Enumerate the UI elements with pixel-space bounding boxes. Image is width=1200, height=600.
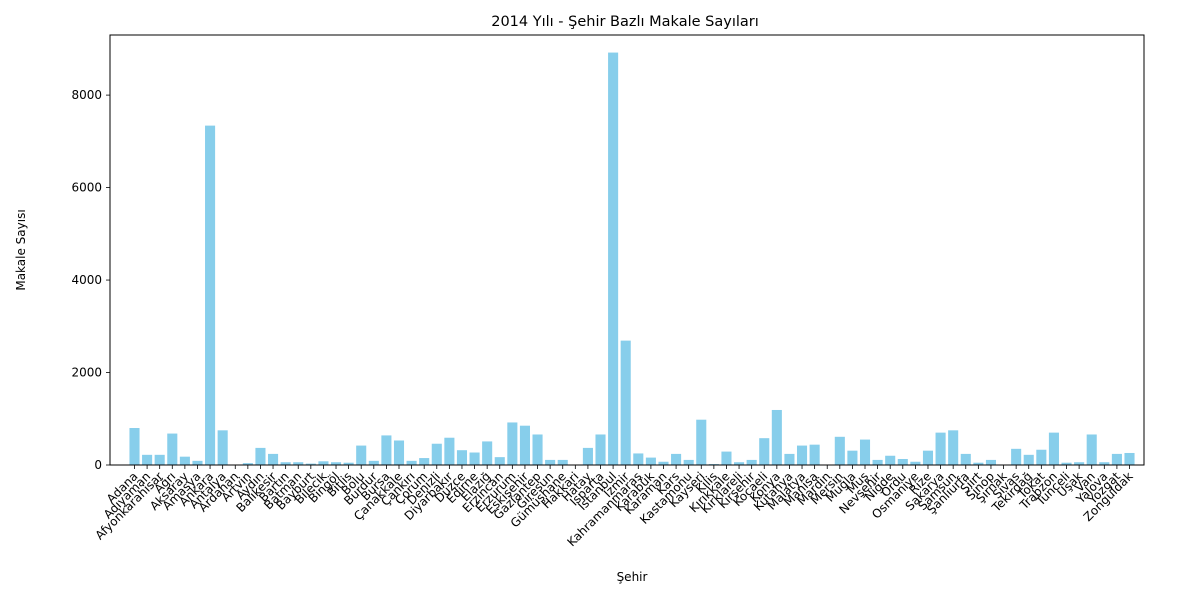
bar-42 xyxy=(658,461,669,465)
plot-frame xyxy=(109,34,1145,466)
bar-75 xyxy=(1074,462,1085,465)
bar-3 xyxy=(167,433,178,465)
bar-56 xyxy=(834,436,845,465)
bar-31 xyxy=(519,425,530,465)
y-tick-label: 0 xyxy=(94,458,102,472)
bar-44 xyxy=(683,459,694,465)
bar-64 xyxy=(935,432,946,465)
bar-76 xyxy=(1086,434,1097,465)
bar-74 xyxy=(1061,462,1072,465)
bar-27 xyxy=(469,452,480,465)
bar-70 xyxy=(1011,448,1022,465)
bar-29 xyxy=(494,457,505,465)
bar-40 xyxy=(633,453,644,465)
y-axis-label: Makale Sayısı xyxy=(14,209,28,290)
bar-7 xyxy=(217,430,228,465)
bar-71 xyxy=(1023,454,1034,465)
bar-66 xyxy=(960,453,971,465)
bar-12 xyxy=(280,462,291,465)
bar-37 xyxy=(595,434,606,465)
bar-21 xyxy=(393,440,405,465)
bar-48 xyxy=(734,462,745,465)
bar-6 xyxy=(205,125,216,466)
bar-2 xyxy=(154,454,165,465)
y-tick-label: 6000 xyxy=(71,181,102,195)
bar-25 xyxy=(444,437,455,465)
bar-0 xyxy=(129,428,140,465)
bar-17 xyxy=(343,462,354,465)
bar-43 xyxy=(671,453,682,465)
bar-62 xyxy=(910,461,921,465)
bar-73 xyxy=(1048,432,1059,465)
bar-63 xyxy=(922,450,934,465)
bar-54 xyxy=(809,444,820,465)
bar-78 xyxy=(1111,453,1122,465)
bar-24 xyxy=(431,443,442,465)
bar-34 xyxy=(557,459,568,465)
y-ticks-group: 0 2000 4000 6000 8000 xyxy=(71,88,110,472)
bar-5 xyxy=(192,460,203,465)
bar-51 xyxy=(771,409,782,465)
bar-1 xyxy=(142,454,153,465)
bar-4 xyxy=(179,456,190,465)
bar-41 xyxy=(645,457,656,465)
bar-39 xyxy=(620,340,631,465)
bar-52 xyxy=(784,453,795,465)
bar-36 xyxy=(582,447,593,465)
bar-30 xyxy=(507,422,518,465)
y-tick-label: 4000 xyxy=(71,273,102,287)
bar-14 xyxy=(305,463,316,465)
bar-22 xyxy=(406,460,417,465)
bar-18 xyxy=(356,445,367,465)
bar-60 xyxy=(885,455,896,465)
bar-26 xyxy=(456,450,468,465)
bar-79 xyxy=(1124,452,1135,465)
bar-50 xyxy=(759,438,770,465)
bar-11 xyxy=(268,453,279,465)
bar-61 xyxy=(897,458,908,465)
x-axis-label: Şehir xyxy=(617,570,648,584)
bar-58 xyxy=(859,439,871,465)
bar-32 xyxy=(532,434,543,465)
bars-group xyxy=(129,52,1135,466)
bar-68 xyxy=(985,459,996,465)
bar-49 xyxy=(746,459,757,465)
bar-38 xyxy=(608,52,619,465)
y-tick-label: 8000 xyxy=(71,88,102,102)
bar-72 xyxy=(1036,449,1047,465)
bar-59 xyxy=(872,459,883,465)
bar-16 xyxy=(330,462,342,465)
bar-19 xyxy=(368,460,379,465)
bar-20 xyxy=(381,435,392,465)
bar-57 xyxy=(847,450,858,465)
bar-77 xyxy=(1099,462,1110,465)
bar-47 xyxy=(721,451,732,465)
bar-23 xyxy=(419,458,430,465)
bar-53 xyxy=(796,445,808,465)
y-tick-label: 2000 xyxy=(71,366,102,380)
bar-28 xyxy=(482,441,493,465)
bar-67 xyxy=(973,462,984,465)
bar-10 xyxy=(255,447,266,465)
bar-33 xyxy=(545,459,556,465)
bar-15 xyxy=(318,461,329,465)
chart-title: 2014 Yılı - Şehir Bazlı Makale Sayıları xyxy=(491,14,759,30)
bar-9 xyxy=(242,463,253,465)
bar-65 xyxy=(948,430,959,465)
bar-13 xyxy=(293,462,304,465)
bar-45 xyxy=(696,419,707,465)
